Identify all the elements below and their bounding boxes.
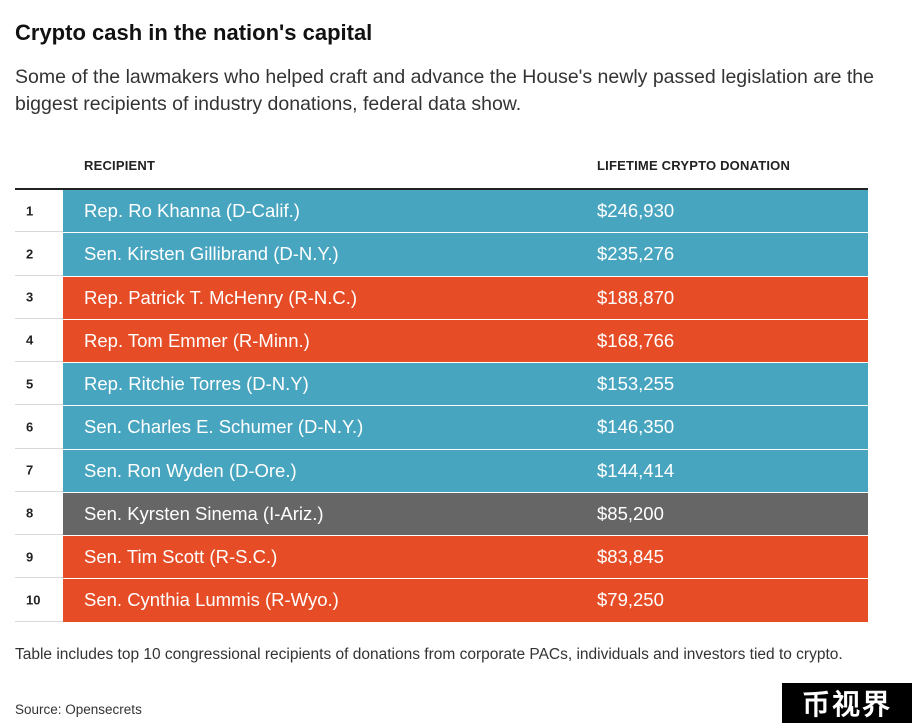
rank-cell: 6 bbox=[15, 406, 63, 449]
recipient-name: Rep. Patrick T. McHenry (R-N.C.) bbox=[84, 286, 358, 308]
chart-subtitle: Some of the lawmakers who helped craft a… bbox=[15, 66, 874, 115]
source-line: Source: Opensecrets bbox=[15, 702, 142, 717]
recipient-name: Sen. Ron Wyden (D-Ore.) bbox=[84, 459, 297, 481]
rank-cell: 1 bbox=[15, 190, 63, 233]
rank-cell: 4 bbox=[15, 319, 63, 362]
donation-table: 1 Rep. Ro Khanna (D-Calif.) $246,930 2 Sen. … bbox=[15, 190, 868, 623]
party-color-band: Sen. Cynthia Lummis (R-Wyo.) $79,250 bbox=[63, 579, 868, 622]
recipient-name: Sen. Kyrsten Sinema (I-Ariz.) bbox=[84, 502, 324, 524]
donation-amount: $146,350 bbox=[597, 416, 675, 438]
party-color-band: Rep. Ro Khanna (D-Calif.) $246,930 bbox=[63, 190, 868, 233]
rank-cell: 9 bbox=[15, 536, 63, 579]
recipient-name: Sen. Tim Scott (R-S.C.) bbox=[84, 546, 278, 568]
column-header-recipient: RECIPIENT bbox=[84, 158, 156, 173]
recipient-name: Rep. Ritchie Torres (D-N.Y) bbox=[84, 373, 309, 395]
rank-number: 3 bbox=[26, 289, 34, 305]
rank-number: 4 bbox=[26, 332, 34, 348]
recipient-name: Rep. Ro Khanna (D-Calif.) bbox=[84, 200, 300, 222]
rank-cell: 7 bbox=[15, 449, 63, 492]
rank-number: 6 bbox=[26, 419, 34, 435]
table-row: 2 Sen. Kirsten Gillibrand (D-N.Y.) $235,27… bbox=[15, 233, 868, 277]
donation-amount: $168,766 bbox=[597, 329, 675, 351]
donation-amount: $83,845 bbox=[597, 546, 664, 568]
watermark-text: 币视界 bbox=[801, 688, 892, 721]
recipient-name: Sen. Charles E. Schumer (D-N.Y.) bbox=[84, 416, 364, 438]
donation-amount: $246,930 bbox=[597, 200, 675, 222]
rank-cell: 3 bbox=[15, 276, 63, 319]
donation-amount: $235,276 bbox=[597, 243, 675, 265]
party-color-band: Rep. Ritchie Torres (D-N.Y) $153,255 bbox=[63, 363, 868, 406]
rank-number: 2 bbox=[26, 246, 34, 262]
table-row: 6 Sen. Charles E. Schumer (D-N.Y.) $146,35… bbox=[15, 406, 868, 450]
recipient-name: Sen. Cynthia Lummis (R-Wyo.) bbox=[84, 589, 339, 611]
table-row: 9 Sen. Tim Scott (R-S.C.) $83,845 bbox=[15, 536, 868, 580]
chart-title: Crypto cash in the nation's capital bbox=[15, 20, 373, 45]
table-row: 4 Rep. Tom Emmer (R-Minn.) $168,766 bbox=[15, 319, 868, 363]
recipient-name: Rep. Tom Emmer (R-Minn.) bbox=[84, 329, 310, 351]
party-color-band: Rep. Patrick T. McHenry (R-N.C.) $188,870 bbox=[63, 276, 868, 319]
rank-cell: 8 bbox=[15, 492, 63, 535]
party-color-band: Sen. Charles E. Schumer (D-N.Y.) $146,350 bbox=[63, 406, 868, 449]
table-row: 7 Sen. Ron Wyden (D-Ore.) $144,414 bbox=[15, 449, 868, 493]
donation-amount: $188,870 bbox=[597, 286, 675, 308]
rank-number: 10 bbox=[26, 592, 41, 608]
donation-amount: $79,250 bbox=[597, 589, 664, 611]
party-color-band: Sen. Kyrsten Sinema (I-Ariz.) $85,200 bbox=[63, 492, 868, 535]
donation-amount: $153,255 bbox=[597, 373, 675, 395]
rank-number: 1 bbox=[26, 203, 34, 219]
column-header-donation: LIFETIME CRYPTO DONATION bbox=[597, 158, 791, 173]
table-header-rule bbox=[15, 188, 868, 190]
party-color-band: Sen. Kirsten Gillibrand (D-N.Y.) $235,276 bbox=[63, 233, 868, 276]
table-row: 1 Rep. Ro Khanna (D-Calif.) $246,930 bbox=[15, 190, 868, 234]
table-row: 10 Sen. Cynthia Lummis (R-Wyo.) $79,250 bbox=[15, 579, 868, 623]
rank-number: 9 bbox=[26, 549, 34, 565]
rank-cell: 10 bbox=[15, 579, 63, 622]
rank-cell: 5 bbox=[15, 363, 63, 406]
rank-number: 5 bbox=[26, 376, 34, 392]
table-row: 8 Sen. Kyrsten Sinema (I-Ariz.) $85,200 bbox=[15, 492, 868, 536]
footnote: Table includes top 10 congressional reci… bbox=[15, 646, 843, 663]
rank-number: 7 bbox=[26, 462, 34, 478]
party-color-band: Sen. Tim Scott (R-S.C.) $83,845 bbox=[63, 536, 868, 579]
watermark-logo: 币视界 bbox=[782, 683, 912, 723]
party-color-band: Rep. Tom Emmer (R-Minn.) $168,766 bbox=[63, 319, 868, 362]
party-color-band: Sen. Ron Wyden (D-Ore.) $144,414 bbox=[63, 449, 868, 492]
table-row: 5 Rep. Ritchie Torres (D-N.Y) $153,255 bbox=[15, 363, 868, 407]
donation-amount: $144,414 bbox=[597, 459, 675, 481]
rank-number: 8 bbox=[26, 505, 34, 521]
donation-amount: $85,200 bbox=[597, 502, 664, 524]
rank-cell: 2 bbox=[15, 233, 63, 276]
recipient-name: Sen. Kirsten Gillibrand (D-N.Y.) bbox=[84, 243, 339, 265]
table-row: 3 Rep. Patrick T. McHenry (R-N.C.) $188,87… bbox=[15, 276, 868, 320]
